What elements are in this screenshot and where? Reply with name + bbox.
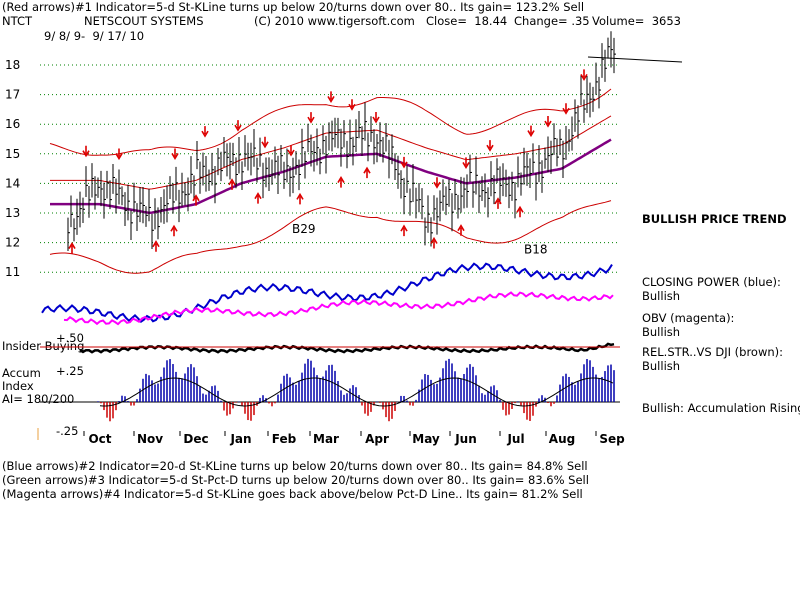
date-range: 9/ 8/ 9- 9/ 17/ 10 — [44, 29, 145, 43]
sell-arrow — [580, 69, 588, 81]
y-tick-label: 18 — [5, 58, 20, 72]
buy-arrow — [296, 192, 304, 205]
y-tick-label: 17 — [5, 88, 20, 102]
sell-arrow — [372, 111, 380, 124]
y-tick-label: 14 — [5, 176, 20, 190]
index-label: Index — [2, 379, 34, 393]
plus-25-label: +.25 — [56, 364, 84, 378]
y-tick-label: 15 — [5, 147, 20, 161]
sell-arrow — [486, 140, 494, 152]
company-name: NETSCOUT SYSTEMS — [84, 14, 204, 28]
sell-arrow — [462, 157, 470, 169]
footer-green-arrows: (Green arrows)#3 Indicator=5-d St-Pct-D … — [2, 473, 589, 487]
accum-label: Accum — [2, 366, 41, 380]
sell-arrow — [82, 145, 90, 158]
x-tick-label: Oct — [88, 432, 111, 446]
rel-strength-line — [79, 342, 615, 354]
x-tick-label: May — [412, 432, 440, 446]
x-tick-label: Jan — [229, 432, 251, 446]
sell-arrow — [527, 125, 535, 138]
y-tick-label: 12 — [5, 236, 20, 250]
sell-arrow — [287, 144, 295, 157]
insider-buying-label: Insider Buying — [2, 339, 85, 353]
y-tick-label: 11 — [5, 265, 20, 279]
header-indicator-line: (Red arrows)#1 Indicator=5-d St-KLine tu… — [2, 0, 585, 14]
change-value: Change= .35 — [514, 14, 590, 28]
x-tick-label: Feb — [272, 432, 297, 446]
x-tick-label: Jul — [506, 432, 524, 446]
buy-arrow — [457, 224, 465, 236]
rel-strength-title: REL.STR..VS DJI (brown): — [642, 345, 784, 359]
buy-arrow — [170, 224, 178, 237]
buy-arrow — [494, 197, 502, 209]
closing-power-status: Bullish — [642, 289, 681, 303]
buy-arrow — [254, 192, 262, 204]
upper-band — [49, 88, 612, 156]
obv-status: Bullish — [642, 325, 681, 339]
x-tick-label: Aug — [549, 432, 575, 446]
x-tick-label: Apr — [365, 432, 389, 446]
sell-arrow — [562, 103, 570, 115]
buy-arrow — [228, 178, 236, 190]
sell-arrow — [544, 116, 552, 128]
closing-power-line — [41, 262, 613, 324]
buy-arrow — [430, 236, 438, 249]
x-tick-label: Mar — [313, 432, 339, 446]
x-tick-label: Sep — [599, 432, 625, 446]
sell-arrow — [115, 148, 123, 161]
y-tick-label: 16 — [5, 117, 20, 131]
buy-arrow — [337, 176, 345, 188]
volume-value: Volume= 3653 — [592, 14, 681, 28]
buy-arrow — [400, 224, 408, 237]
buy-arrow — [363, 166, 371, 179]
sell-arrow — [201, 126, 209, 138]
sell-arrow — [400, 156, 408, 169]
copyright: (C) 2010 www.tigersoft.com — [254, 14, 415, 28]
ticker-symbol: NTCT — [2, 14, 33, 28]
lower-band — [49, 200, 612, 274]
y-tick-label: 13 — [5, 206, 20, 220]
plus-50-label: +.50 — [56, 331, 84, 345]
sell-arrow — [433, 177, 441, 189]
obv-line — [63, 291, 614, 326]
sell-arrow — [327, 91, 335, 103]
x-tick-label: Dec — [183, 432, 208, 446]
footer-magenta-arrows: (Magenta arrows)#4 Indicator=5-d St-KLin… — [2, 487, 583, 501]
buy-arrow — [152, 240, 160, 252]
minus-25-label: -.25 — [56, 424, 79, 438]
closing-power-title: CLOSING POWER (blue): — [642, 275, 781, 289]
accumulation-status: Bullish: Accumulation Rising — [642, 401, 800, 415]
x-tick-label: Nov — [137, 432, 163, 446]
accum-moving-line — [99, 377, 614, 407]
trend-label: BULLISH PRICE TREND — [642, 212, 787, 226]
obv-title: OBV (magenta): — [642, 311, 735, 325]
sell-arrow — [261, 136, 269, 149]
rel-strength-status: Bullish — [642, 359, 681, 373]
footer-blue-arrows: (Blue arrows)#2 Indicator=20-d St-KLine … — [2, 459, 588, 473]
buy-arrow — [192, 194, 200, 206]
close-value: Close= 18.44 — [426, 14, 508, 28]
trend-line — [587, 56, 683, 63]
sell-arrow — [348, 99, 356, 111]
sell-arrow — [171, 148, 179, 161]
buy-arrow — [68, 241, 76, 254]
annotation-label: B29 — [292, 222, 316, 236]
annotation-label: B18 — [524, 243, 548, 257]
sell-arrow — [234, 120, 242, 132]
x-tick-label: Jun — [454, 432, 477, 446]
buy-arrow — [516, 205, 524, 218]
sell-arrow — [307, 112, 315, 124]
